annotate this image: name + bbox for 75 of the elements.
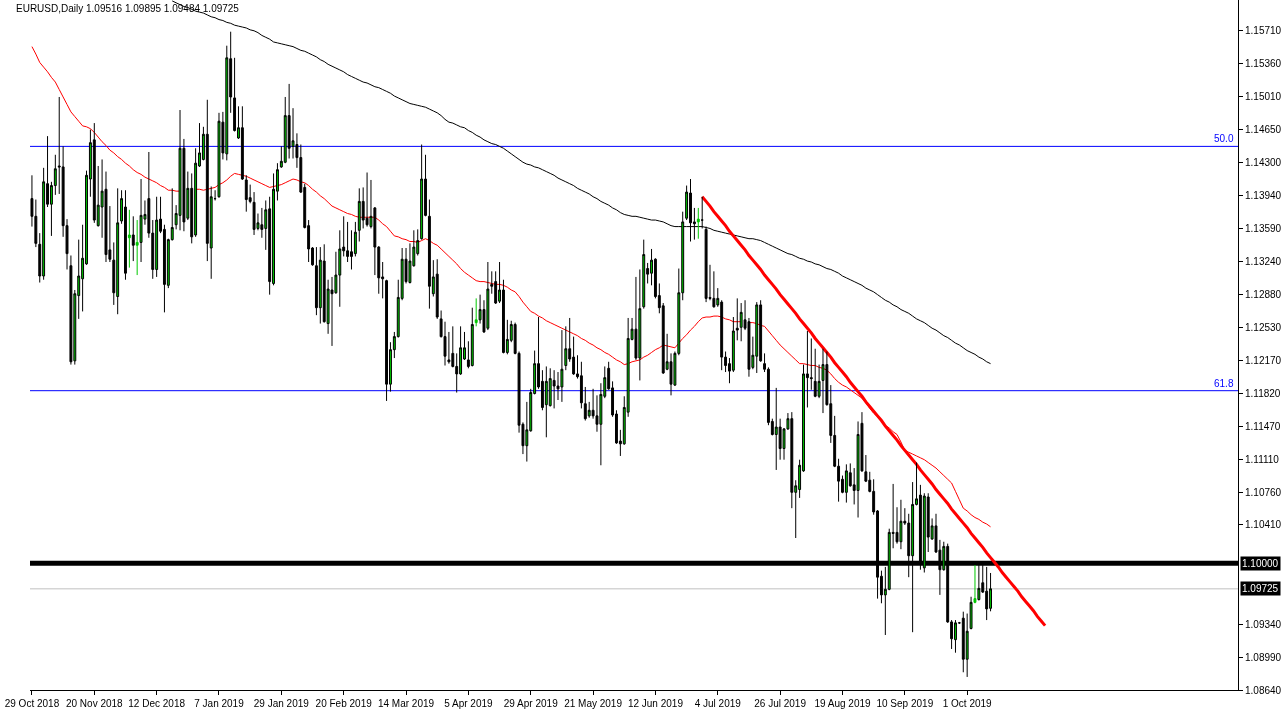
- candlestick: [774, 387, 778, 471]
- x-tick-label: 26 Jul 2019: [754, 698, 807, 709]
- candlestick: [696, 207, 700, 240]
- y-tick-label: 1.10410: [1245, 519, 1282, 531]
- candlestick: [544, 365, 548, 438]
- y-tick-label: 1.15710: [1245, 25, 1282, 37]
- candlestick: [116, 187, 120, 315]
- candlestick: [813, 348, 817, 398]
- candlestick: [560, 329, 564, 403]
- x-tick-label: 29 Apr 2019: [503, 698, 559, 709]
- y-tick-label: 1.15010: [1245, 90, 1282, 102]
- ref-line-label: 1.09725: [1242, 583, 1279, 594]
- candlestick: [954, 619, 957, 654]
- candlestick: [217, 112, 221, 199]
- y-tick-label: 1.13240: [1245, 255, 1282, 267]
- y-tick-label: 1.15360: [1245, 57, 1282, 69]
- candlestick: [899, 499, 903, 550]
- y-tick-label: 1.09340: [1245, 619, 1282, 631]
- x-tick-label: 4 Jul 2019: [694, 698, 742, 709]
- y-tick-label: 1.11110: [1245, 454, 1280, 466]
- candlestick: [689, 178, 692, 242]
- y-tick-label: 1.10760: [1245, 486, 1282, 498]
- candlestick: [739, 302, 743, 342]
- annotation: 50.0: [1214, 133, 1234, 144]
- y-tick-label: 1.13590: [1245, 222, 1282, 234]
- annotation: 61.8: [1214, 378, 1234, 389]
- candlestick: [385, 279, 389, 402]
- candlestick: [470, 307, 474, 367]
- x-tick-label: 20 Nov 2018: [65, 698, 124, 709]
- candlestick: [700, 196, 704, 229]
- candlestick: [486, 261, 490, 331]
- candlestick: [92, 122, 96, 224]
- x-tick-label: 29 Jan 2019: [253, 698, 310, 709]
- y-tick-label: 1.11470: [1245, 420, 1281, 432]
- candlestick: [287, 83, 291, 160]
- y-tick-label: 1.14300: [1245, 156, 1282, 168]
- x-tick-label: 10 Sep 2019: [876, 698, 934, 709]
- y-tick-label: 1.13940: [1245, 190, 1282, 202]
- candlestick: [124, 189, 127, 281]
- candlestick: [318, 246, 322, 325]
- y-tick-label: 1.08990: [1245, 651, 1282, 663]
- y-tick-label: 1.12880: [1245, 289, 1282, 301]
- candlestick: [127, 209, 131, 269]
- candlestick: [474, 297, 478, 327]
- y-tick-label: 1.12170: [1245, 355, 1282, 367]
- x-tick-label: 12 Dec 2018: [128, 698, 186, 709]
- line-series: [700, 195, 1047, 628]
- candlestick: [420, 144, 424, 241]
- candlestick: [131, 215, 135, 262]
- candlestick: [583, 386, 587, 422]
- x-tick-label: 19 Aug 2019: [814, 698, 871, 709]
- ref-line-label: 1.10000: [1242, 558, 1279, 569]
- candlestick: [155, 196, 159, 278]
- x-tick-label: 14 Mar 2019: [377, 698, 435, 709]
- y-tick-label: 1.11820: [1245, 387, 1281, 399]
- x-tick-label: 12 Jun 2019: [627, 698, 684, 709]
- candlestick: [427, 199, 431, 310]
- x-tick-label: 1 Oct 2019: [942, 698, 993, 709]
- candlestick: [365, 172, 369, 228]
- x-tick-label: 7 Jan 2019: [194, 698, 245, 709]
- y-tick-label: 1.14650: [1245, 124, 1282, 136]
- x-tick-label: 5 Apr 2019: [444, 698, 494, 709]
- candlestick: [844, 463, 848, 504]
- candlestick: [552, 369, 556, 409]
- candlestick: [961, 611, 965, 673]
- candlestick: [178, 109, 182, 231]
- x-tick-label: 21 May 2019: [564, 698, 623, 709]
- y-tick-label: 1.08640: [1245, 684, 1282, 696]
- candlestick: [755, 301, 759, 374]
- candlestick: [821, 348, 825, 414]
- candlestick: [357, 187, 361, 242]
- x-tick-label: 20 Feb 2019: [315, 698, 373, 709]
- candlestick: [704, 226, 708, 303]
- y-tick-label: 1.12530: [1245, 321, 1282, 333]
- x-tick-label: 29 Oct 2018: [4, 698, 60, 709]
